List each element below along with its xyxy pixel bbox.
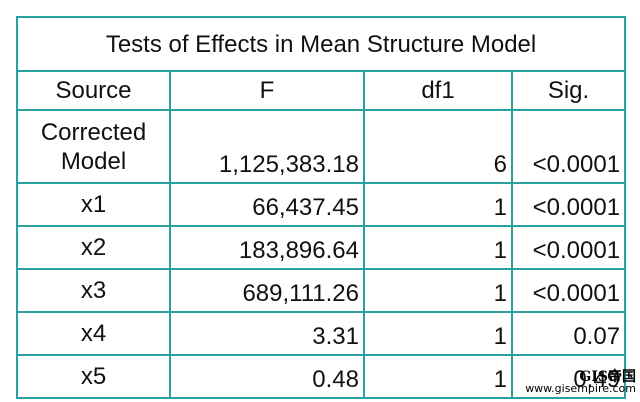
source-cell: x2 — [16, 225, 171, 270]
f-cell: 3.31 — [169, 311, 365, 356]
table-row: x2 183,896.64 1 <0.0001 — [16, 225, 627, 270]
header-source: Source — [16, 70, 171, 111]
table-row: x5 0.48 1 0.49 — [16, 354, 627, 399]
header-row: Source F df1 Sig. — [16, 70, 627, 111]
sig-cell: 0.07 — [510, 311, 627, 356]
table-row: x3 689,111.26 1 <0.0001 — [16, 268, 627, 313]
effects-table: Tests of Effects in Mean Structure Model… — [15, 16, 627, 399]
source-line-1: Corrected — [40, 118, 147, 146]
header-f: F — [169, 70, 365, 111]
sig-cell: 0.49 — [510, 354, 627, 399]
df1-cell: 6 — [363, 109, 513, 184]
header-sig: Sig. — [510, 70, 627, 111]
header-df1: df1 — [363, 70, 513, 111]
f-cell: 183,896.64 — [169, 225, 365, 270]
watermark-url: www.gisempire.com — [525, 382, 636, 395]
f-cell: 689,111.26 — [169, 268, 365, 313]
df1-cell: 1 — [363, 225, 513, 270]
watermark: GIS帝国 www.gisempire.com — [525, 366, 638, 398]
table-title: Tests of Effects in Mean Structure Model — [15, 16, 627, 72]
sig-cell: <0.0001 — [510, 182, 627, 227]
table-row: Corrected Model 1,125,383.18 6 <0.0001 — [16, 109, 627, 184]
source-cell: x1 — [16, 182, 171, 227]
sig-cell: <0.0001 — [510, 109, 627, 184]
sig-cell: <0.0001 — [510, 225, 627, 270]
df1-cell: 1 — [363, 182, 513, 227]
table-row: x4 3.31 1 0.07 — [16, 311, 627, 356]
title-row: Tests of Effects in Mean Structure Model — [15, 16, 627, 72]
f-cell: 0.48 — [169, 354, 365, 399]
source-cell: Corrected Model — [16, 109, 171, 184]
source-cell: x5 — [16, 354, 171, 399]
sig-cell: <0.0001 — [510, 268, 627, 313]
source-cell: x3 — [16, 268, 171, 313]
df1-cell: 1 — [363, 311, 513, 356]
f-cell: 66,437.45 — [169, 182, 365, 227]
table-row: x1 66,437.45 1 <0.0001 — [16, 182, 627, 227]
df1-cell: 1 — [363, 354, 513, 399]
df1-cell: 1 — [363, 268, 513, 313]
watermark-brand: GIS帝国 — [579, 369, 636, 385]
source-line-2: Model — [60, 147, 127, 175]
source-cell: x4 — [16, 311, 171, 356]
f-cell: 1,125,383.18 — [169, 109, 365, 184]
